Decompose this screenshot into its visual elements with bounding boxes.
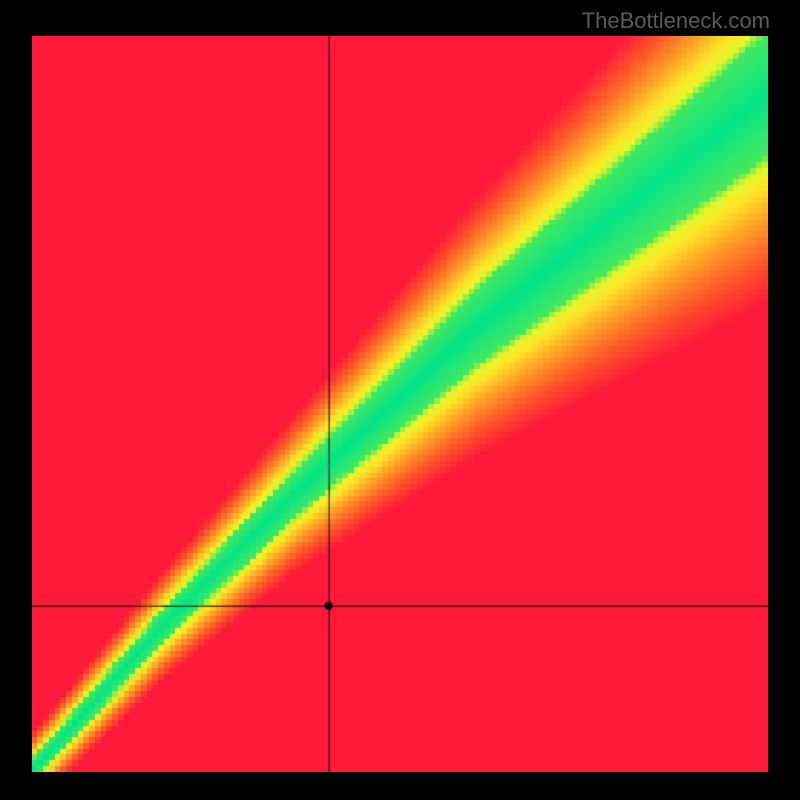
heatmap-plot	[32, 36, 768, 772]
watermark-text: TheBottleneck.com	[582, 8, 770, 34]
heatmap-canvas	[32, 36, 768, 772]
